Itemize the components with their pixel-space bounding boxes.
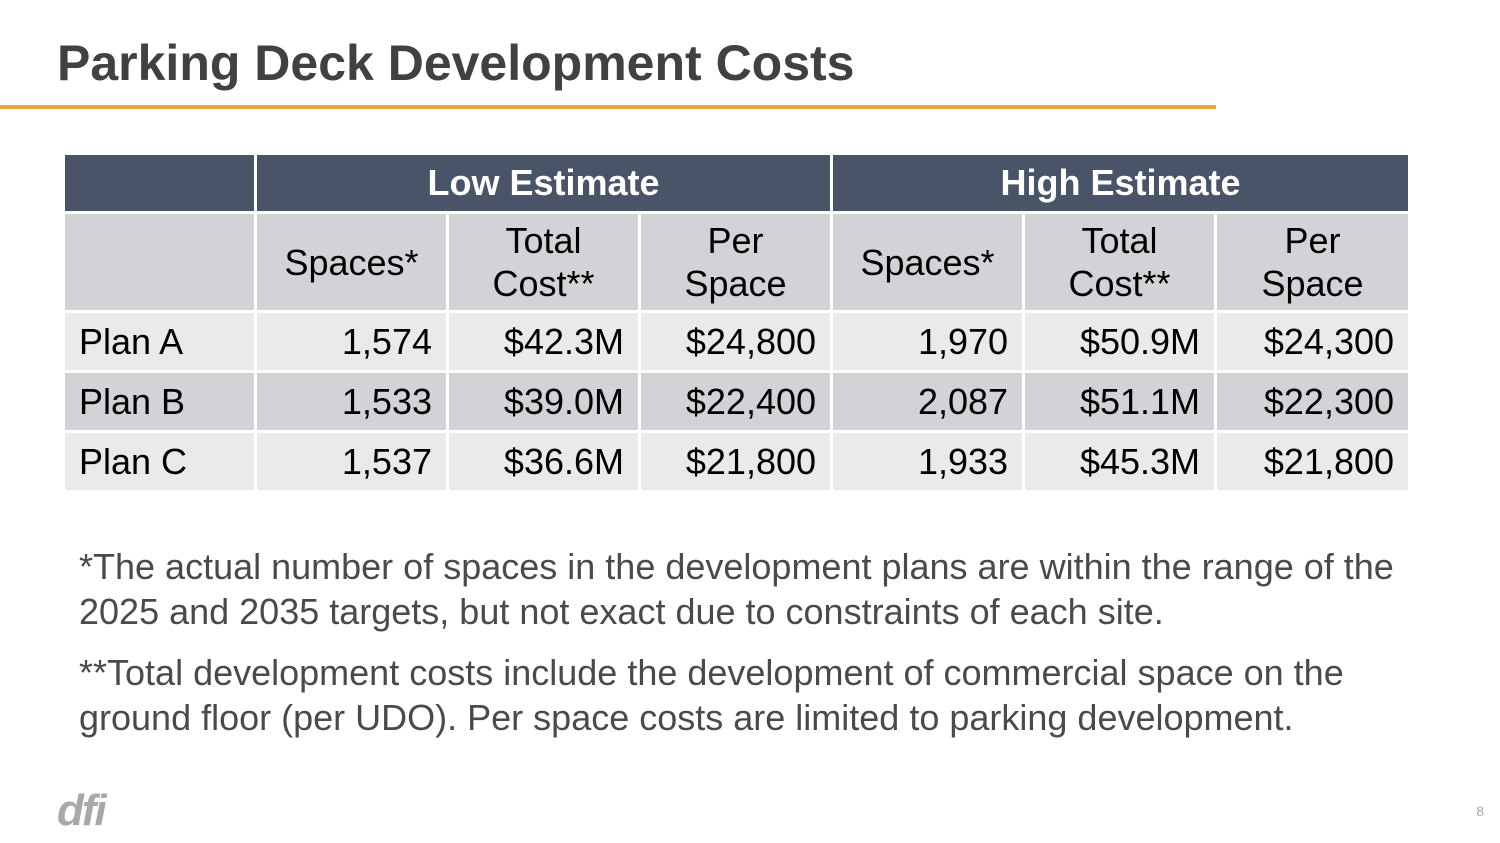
column-header-high-total: Total Cost** bbox=[1022, 211, 1218, 313]
page-number: 8 bbox=[1476, 803, 1484, 819]
table-row: Plan C 1,537 $36.6M $21,800 1,933 $45.3M… bbox=[62, 430, 1412, 493]
footnote-spaces: *The actual number of spaces in the deve… bbox=[79, 546, 1394, 632]
table-row: Plan A 1,574 $42.3M $24,800 1,970 $50.9M… bbox=[62, 310, 1412, 373]
column-header-text: Total bbox=[1081, 220, 1158, 261]
group-header-low: Low Estimate bbox=[253, 152, 834, 214]
column-header-text: Spaces* bbox=[860, 241, 995, 283]
title-underline bbox=[0, 105, 1216, 109]
cell-low-per: $24,800 bbox=[637, 310, 834, 373]
footnotes: *The actual number of spaces in the deve… bbox=[79, 544, 1419, 756]
cell-high-per: $24,300 bbox=[1214, 310, 1412, 373]
cell-low-per: $22,400 bbox=[637, 370, 834, 433]
column-header-text: Space bbox=[1261, 263, 1364, 304]
row-label: Plan B bbox=[62, 370, 257, 433]
column-header-low-spaces: Spaces* bbox=[254, 211, 449, 313]
dfi-logo: dfi bbox=[57, 786, 107, 835]
cell-low-spaces: 1,574 bbox=[254, 310, 449, 373]
column-header-high-per: Per Space bbox=[1214, 211, 1412, 313]
cell-high-spaces: 2,087 bbox=[830, 370, 1026, 433]
column-header-text: Per bbox=[1284, 220, 1341, 261]
cost-table: Low Estimate High Estimate Spaces* Total… bbox=[62, 152, 1412, 493]
table-group-header-row: Low Estimate High Estimate bbox=[62, 152, 1412, 214]
row-label: Plan A bbox=[62, 310, 257, 373]
column-header-low-total: Total Cost** bbox=[446, 211, 641, 313]
cell-high-total: $51.1M bbox=[1022, 370, 1218, 433]
cell-high-per: $22,300 bbox=[1214, 370, 1412, 433]
column-header-text: Cost** bbox=[1068, 263, 1171, 304]
column-header-text: Cost** bbox=[492, 263, 595, 304]
column-header-text: Spaces* bbox=[284, 241, 419, 283]
slide-title: Parking Deck Development Costs bbox=[57, 35, 855, 91]
cell-high-per: $21,800 bbox=[1214, 430, 1412, 493]
column-header-text: Per bbox=[707, 220, 764, 261]
cell-high-spaces: 1,970 bbox=[830, 310, 1026, 373]
column-header-plan bbox=[62, 211, 257, 313]
cell-low-total: $39.0M bbox=[446, 370, 641, 433]
column-header-low-per: Per Space bbox=[637, 211, 834, 313]
table-column-header-row: Spaces* Total Cost** Per Space Spaces* Tot… bbox=[62, 211, 1412, 313]
column-header-text: Space bbox=[684, 263, 787, 304]
cell-low-spaces: 1,533 bbox=[254, 370, 449, 433]
cell-low-total: $36.6M bbox=[446, 430, 641, 493]
cell-high-spaces: 1,933 bbox=[830, 430, 1026, 493]
cell-low-spaces: 1,537 bbox=[254, 430, 449, 493]
cell-high-total: $45.3M bbox=[1022, 430, 1218, 493]
table-row: Plan B 1,533 $39.0M $22,400 2,087 $51.1M… bbox=[62, 370, 1412, 433]
cell-low-total: $42.3M bbox=[446, 310, 641, 373]
group-header-empty bbox=[62, 152, 257, 214]
row-label: Plan C bbox=[62, 430, 257, 493]
group-header-high: High Estimate bbox=[830, 152, 1412, 214]
footnote-costs: **Total development costs include the de… bbox=[79, 652, 1344, 738]
cell-high-total: $50.9M bbox=[1022, 310, 1218, 373]
cell-low-per: $21,800 bbox=[637, 430, 834, 493]
column-header-high-spaces: Spaces* bbox=[830, 211, 1026, 313]
column-header-text: Total bbox=[505, 220, 582, 261]
